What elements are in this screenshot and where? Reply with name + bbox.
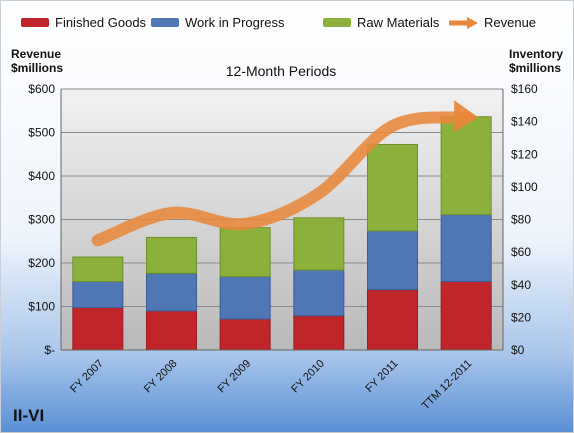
company-name: II-VI: [13, 406, 45, 425]
bar-finished-goods: [146, 310, 197, 351]
bar-work-in-progress: [219, 276, 271, 320]
bar-raw-materials: [293, 217, 345, 271]
x-tick-label: FY 2007: [68, 358, 106, 396]
bar-work-in-progress: [146, 272, 197, 312]
bar-finished-goods: [293, 315, 345, 351]
left-axis-title-line2: $millions: [11, 61, 64, 75]
x-tick-label: FY 2010: [289, 358, 327, 396]
bar-raw-materials: [219, 227, 271, 278]
bar-finished-goods: [367, 289, 418, 351]
legend-swatch-raw-materials: [323, 18, 351, 27]
bar-finished-goods: [440, 280, 492, 351]
revenue-arrow-head: [454, 100, 479, 133]
right-tick-label: $140: [511, 115, 538, 129]
bar-raw-materials: [72, 256, 124, 282]
left-tick-label: $-: [44, 343, 55, 357]
legend: Finished Goods Work in Progress Raw Mate…: [1, 11, 574, 33]
left-tick-label: $400: [28, 169, 55, 183]
legend-arrow-revenue: [449, 16, 478, 29]
right-axis-title: Inventory $millions: [509, 47, 563, 75]
left-axis-title-line1: Revenue: [11, 47, 62, 61]
right-axis-title-line2: $millions: [509, 61, 562, 75]
right-tick-label: $60: [511, 245, 531, 259]
legend-label-finished-goods: Finished Goods: [55, 15, 147, 30]
right-tick-label: $20: [511, 310, 531, 324]
right-tick-label: $0: [511, 343, 525, 357]
right-axis-title-line1: Inventory: [509, 47, 564, 61]
right-tick-label: $120: [511, 147, 538, 161]
bar-work-in-progress: [293, 269, 345, 317]
x-tick-label: TTM 12-2011: [420, 358, 475, 413]
legend-item-work-in-progress: Work in Progress: [151, 15, 284, 30]
legend-swatch-work-in-progress: [151, 18, 179, 27]
right-tick-label: $100: [511, 180, 538, 194]
left-tick-label: $500: [28, 126, 55, 140]
chart-subtitle: 12-Month Periods: [225, 63, 337, 79]
legend-label-work-in-progress: Work in Progress: [185, 15, 285, 30]
bar-work-in-progress: [72, 280, 124, 309]
bar-finished-goods: [219, 318, 271, 351]
x-tick-label: FY 2008: [142, 358, 180, 396]
legend-item-finished-goods: Finished Goods: [21, 15, 146, 30]
legend-item-raw-materials: Raw Materials: [323, 15, 439, 30]
bar-raw-materials: [367, 143, 418, 232]
bar-work-in-progress: [440, 214, 492, 282]
x-tick-label: FY 2009: [216, 358, 254, 396]
right-tick-label: $40: [511, 278, 531, 292]
right-tick-label: $160: [511, 82, 538, 96]
legend-label-raw-materials: Raw Materials: [357, 15, 440, 30]
left-tick-label: $200: [28, 256, 55, 270]
revenue-line: [91, 111, 473, 247]
legend-swatch-finished-goods: [21, 18, 49, 27]
left-axis-title: Revenue $millions: [11, 47, 63, 75]
legend-label-revenue: Revenue: [484, 15, 537, 30]
right-tick-label: $80: [511, 213, 531, 227]
left-tick-label: $300: [28, 213, 55, 227]
bar-finished-goods: [72, 307, 124, 351]
bar-work-in-progress: [367, 230, 418, 291]
bar-raw-materials: [440, 116, 492, 216]
bar-raw-materials: [146, 236, 197, 274]
legend-item-revenue: Revenue: [449, 15, 536, 30]
x-tick-label: FY 2011: [363, 358, 400, 395]
left-tick-label: $100: [28, 300, 55, 314]
left-tick-label: $600: [28, 82, 55, 96]
